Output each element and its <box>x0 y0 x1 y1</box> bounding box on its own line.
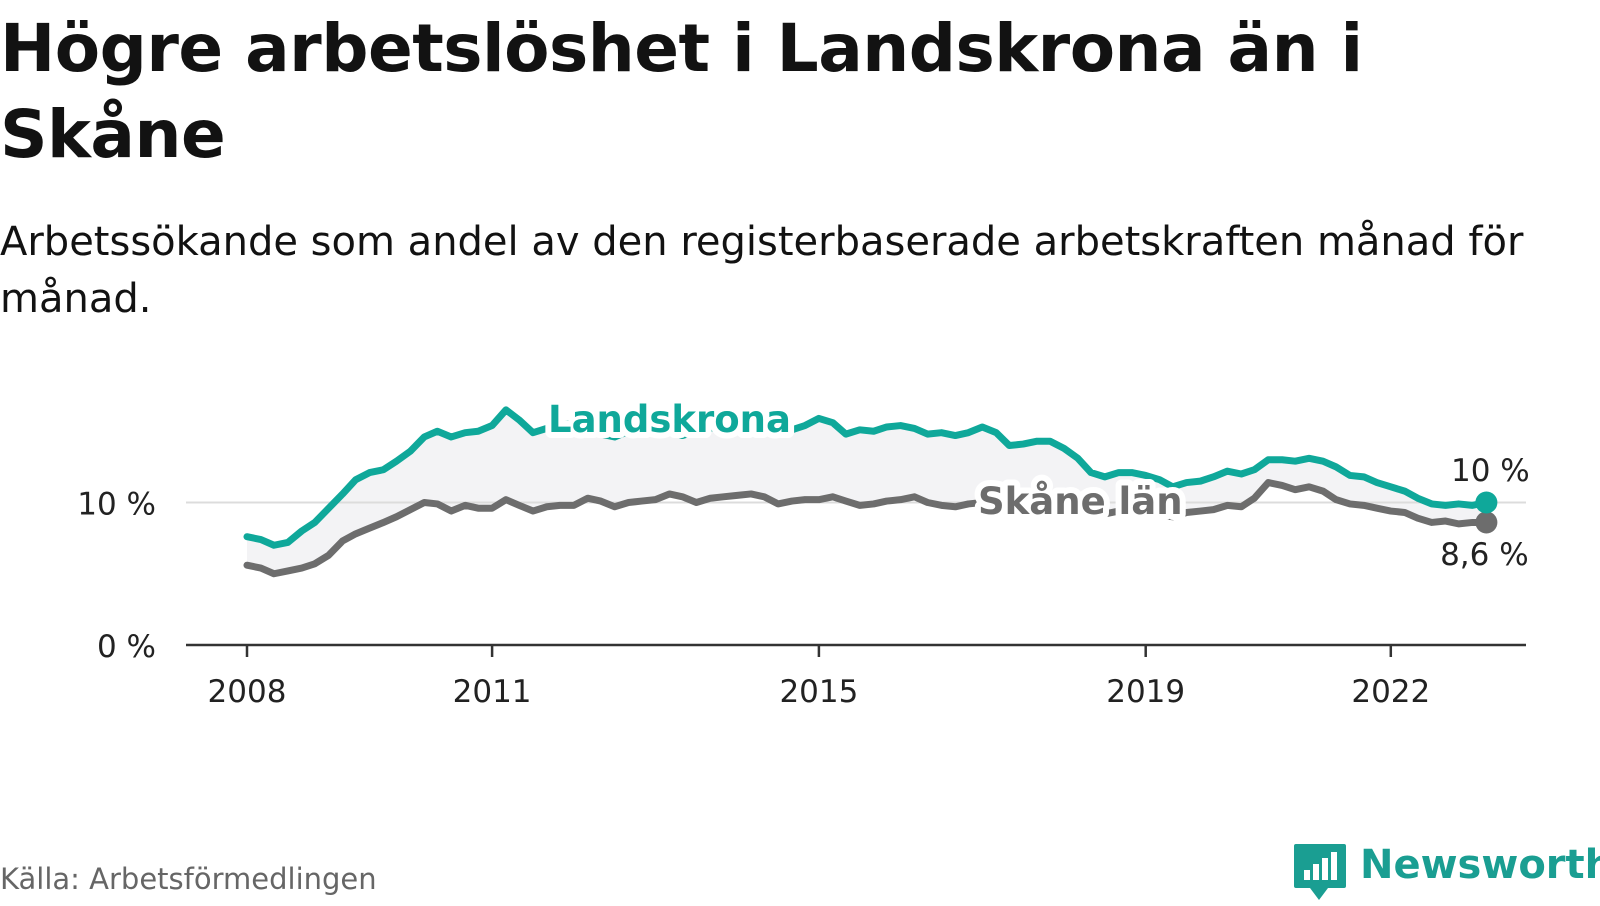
x-tick-label-2019: 2019 <box>1106 674 1185 710</box>
brand-name: Newsworthy <box>1360 842 1600 888</box>
end-value-landskrona: 10 % <box>1451 453 1530 489</box>
series-label-landskrona: Landskrona <box>548 398 791 441</box>
end-value-skane-lan: 8,6 % <box>1440 537 1529 573</box>
y-tick-label-10: 10 % <box>77 487 156 523</box>
series-line-skane-lan <box>243 479 1490 578</box>
line-chart: 2008 2011 2015 2019 2022 0 %10 % Landskrona … <box>77 398 1530 710</box>
x-tick-label-2011: 2011 <box>453 674 532 710</box>
y-axis-labels: 0 % 10 % <box>77 487 156 666</box>
source-note: Källa: Arbetsförmedlingen <box>0 862 377 896</box>
difference-band <box>247 409 1487 574</box>
end-point-landskrona <box>1475 491 1498 514</box>
x-tick-label-2015: 2015 <box>779 674 858 710</box>
x-tick-label-2008: 2008 <box>208 674 287 710</box>
x-tick-label-2022: 2022 <box>1351 674 1430 710</box>
newsworthy-logo-icon <box>1294 844 1346 900</box>
x-axis-ticks: 2008 2011 2015 2019 2022 <box>208 645 1430 710</box>
series-line-landskrona <box>243 406 1490 549</box>
newsworthy-logo: Newsworthy <box>1292 842 1600 902</box>
y-tick-label-0: 0 % <box>97 629 156 665</box>
end-point-skane-lan <box>1475 511 1498 534</box>
chart-title: Högre arbetslöshet i Landskrona än i Skå… <box>0 10 1363 173</box>
series-label-skane-lan: Skåne län <box>978 480 1183 523</box>
chart-subtitle: Arbetssökande som andel av den registerb… <box>0 219 1524 322</box>
